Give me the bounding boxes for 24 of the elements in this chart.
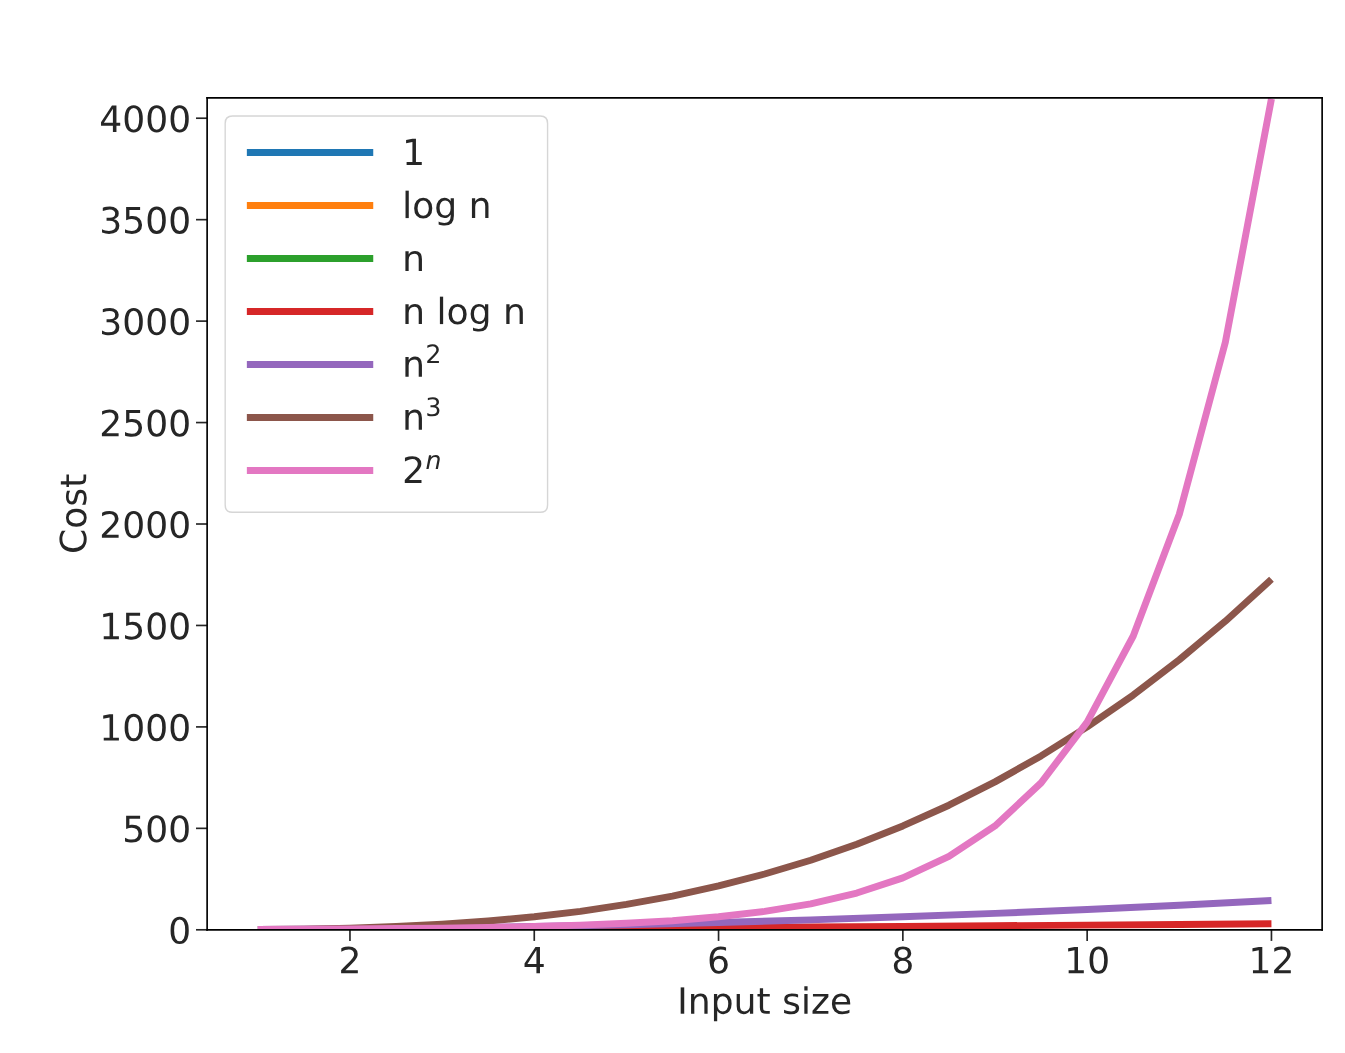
y-tick-label: 3500 [102,206,189,234]
y-tick-label: 0 [170,916,189,945]
y-tick-label: 1500 [103,612,189,640]
y-tick-label: 500 [125,815,189,843]
legend-label: n$^{2}$ [405,344,439,377]
legend-label: n$^{3}$ [405,397,440,430]
y-tick-label: 2500 [101,409,189,437]
legend-label: n [405,250,422,272]
x-tick-label: 12 [1252,946,1291,974]
x-tick-label: 10 [1068,946,1108,974]
y-axis-title: Cost [59,474,87,552]
y-tick-label: 1000 [103,713,189,742]
legend-label: 1 [406,138,422,166]
legend-label: 2$^{n}$ [404,454,440,483]
y-tick-label: 3000 [102,308,189,336]
x-axis-title: Input size [680,986,851,1022]
x-tick-label: 6 [709,946,728,974]
x-tick-label: 8 [893,946,912,974]
x-tick-label: 4 [524,946,544,974]
legend-label: log n [405,190,489,226]
y-tick-label: 4000 [101,105,189,133]
x-tick-label: 2 [341,946,358,974]
legend-label: n log n [405,296,523,332]
y-tick-label: 2000 [101,510,189,539]
